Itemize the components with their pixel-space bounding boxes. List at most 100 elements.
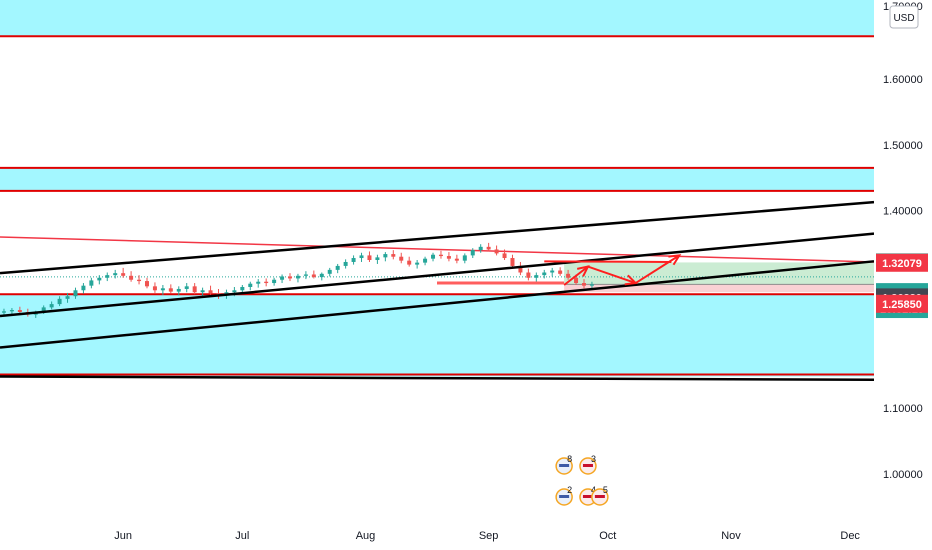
candle-15[interactable] — [121, 267, 126, 278]
candle-58[interactable] — [462, 253, 467, 264]
candle-6[interactable] — [49, 301, 54, 310]
candle-55[interactable] — [438, 250, 443, 259]
price-tag-5[interactable] — [876, 294, 928, 313]
candle-67[interactable] — [534, 272, 539, 282]
candle-44[interactable] — [351, 255, 356, 265]
candle-18[interactable] — [144, 277, 149, 289]
candle-11[interactable] — [89, 277, 94, 289]
candle-49[interactable] — [391, 250, 396, 260]
candle-body-58 — [462, 255, 467, 261]
candle-7[interactable] — [57, 296, 62, 307]
time-tick-label-2: Aug — [356, 530, 376, 542]
candle-19[interactable] — [152, 282, 157, 293]
candle-9[interactable] — [73, 287, 78, 299]
channel-line-3[interactable] — [0, 375, 875, 382]
candle-66[interactable] — [526, 268, 531, 281]
candle-65[interactable] — [518, 261, 523, 276]
candle-41[interactable] — [327, 267, 332, 277]
candle-45[interactable] — [359, 252, 364, 262]
candle-51[interactable] — [407, 256, 412, 267]
candle-body-34 — [272, 279, 277, 284]
event-marker-3[interactable]: 4 — [579, 485, 597, 506]
candle-53[interactable] — [423, 256, 428, 266]
candle-25[interactable] — [200, 287, 205, 297]
candle-63[interactable] — [502, 249, 507, 260]
trend-line[interactable] — [0, 236, 875, 263]
candle-34[interactable] — [272, 277, 277, 286]
candle-body-2 — [17, 310, 22, 312]
flag-stripe — [594, 495, 605, 498]
candle-52[interactable] — [415, 260, 420, 269]
candle-22[interactable] — [176, 286, 181, 296]
candle-2[interactable] — [17, 306, 22, 314]
candle-57[interactable] — [454, 254, 459, 264]
candle-13[interactable] — [105, 272, 110, 282]
candle-62[interactable] — [494, 245, 499, 256]
zone-0[interactable] — [0, 0, 874, 37]
candle-60[interactable] — [478, 244, 483, 253]
candle-body-54 — [431, 254, 436, 259]
candle-71[interactable] — [566, 269, 571, 280]
candle-56[interactable] — [446, 252, 451, 262]
channel-line-1[interactable] — [0, 232, 875, 318]
event-marker-0[interactable]: 8 — [555, 454, 573, 475]
candle-body-8 — [65, 296, 70, 299]
candle-46[interactable] — [367, 251, 372, 262]
candle-48[interactable] — [383, 252, 388, 262]
candle-36[interactable] — [288, 273, 293, 282]
candle-47[interactable] — [375, 254, 380, 264]
candle-59[interactable] — [470, 248, 475, 259]
flag-stripe — [559, 495, 570, 498]
candle-31[interactable] — [248, 281, 253, 291]
candle-54[interactable] — [431, 252, 436, 262]
candle-16[interactable] — [129, 271, 134, 282]
channel-line-2[interactable] — [0, 260, 875, 349]
candle-12[interactable] — [97, 275, 102, 285]
candle-20[interactable] — [160, 285, 165, 295]
candle-37[interactable] — [295, 273, 300, 283]
zone-2[interactable] — [0, 294, 874, 377]
candle-24[interactable] — [192, 283, 197, 295]
candle-14[interactable] — [113, 269, 118, 279]
event-marker-2[interactable]: 2 — [555, 485, 573, 506]
plot-area[interactable]: 8 3 2 4 5 — [0, 0, 875, 506]
candle-23[interactable] — [184, 283, 189, 293]
price-axis[interactable]: 1.70000 1.600001.500001.400001.100001.00… — [874, 0, 932, 520]
projection-path[interactable] — [563, 254, 680, 286]
candle-61[interactable] — [486, 242, 491, 252]
candle-64[interactable] — [510, 254, 515, 269]
candle-body-7 — [57, 298, 62, 305]
candle-32[interactable] — [256, 279, 261, 288]
candle-42[interactable] — [335, 263, 340, 274]
candle-21[interactable] — [168, 284, 173, 294]
candle-68[interactable] — [542, 269, 547, 279]
time-axis[interactable]: Jun Jul Aug Sep Oct Nov Dec — [0, 520, 932, 550]
candle-8[interactable] — [65, 292, 70, 303]
candle-17[interactable] — [137, 275, 142, 285]
position-loss-zone[interactable] — [564, 284, 874, 293]
candle-33[interactable] — [264, 278, 269, 287]
candle-43[interactable] — [343, 259, 348, 269]
candle-26[interactable] — [208, 285, 213, 295]
candle-69[interactable] — [550, 267, 555, 277]
candle-body-64 — [510, 258, 515, 266]
candle-body-26 — [208, 290, 213, 294]
candle-40[interactable] — [319, 272, 324, 281]
candle-70[interactable] — [558, 267, 563, 276]
candle-10[interactable] — [81, 283, 86, 294]
candle-body-59 — [470, 250, 475, 256]
price-tag-1[interactable] — [876, 253, 928, 272]
candle-73[interactable] — [581, 279, 586, 289]
candle-35[interactable] — [280, 274, 285, 284]
currency-button[interactable] — [889, 5, 919, 29]
candle-38[interactable] — [303, 271, 308, 280]
candle-39[interactable] — [311, 270, 316, 279]
candle-body-48 — [383, 254, 388, 258]
target-segment[interactable] — [544, 260, 672, 263]
channel-line-0[interactable] — [0, 200, 875, 275]
event-marker-4[interactable]: 5 — [591, 485, 609, 506]
candle-50[interactable] — [399, 252, 404, 264]
zone-1[interactable] — [0, 167, 874, 191]
event-marker-1[interactable]: 3 — [579, 454, 597, 475]
